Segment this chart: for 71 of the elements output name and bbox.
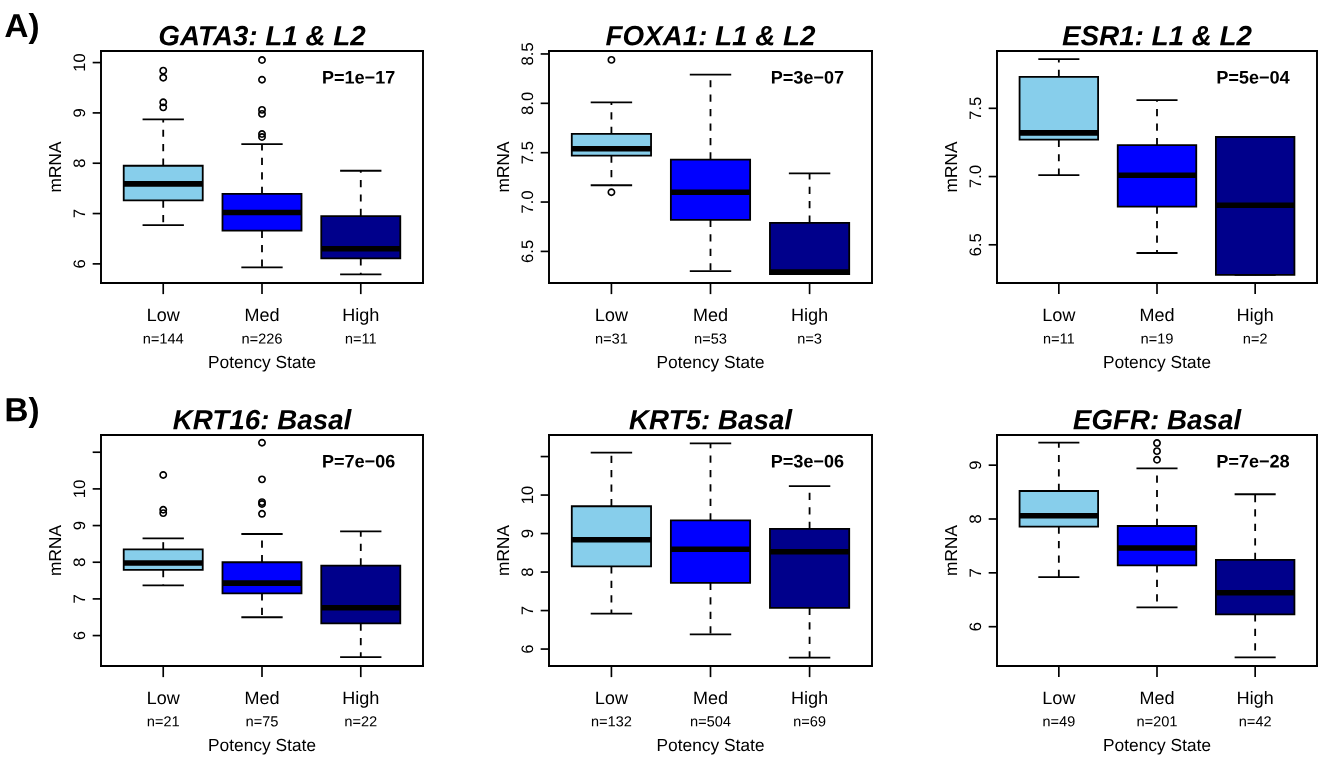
category-label: Med n=19 — [1140, 308, 1174, 344]
y-tick-label: 6.5 — [521, 240, 534, 263]
category-label: High n=2 — [1238, 308, 1273, 344]
y-tick-label: 8 — [521, 568, 534, 576]
y-axis-title: mRNA — [497, 141, 510, 192]
category-label: Low n=21 — [147, 691, 180, 727]
category-label: High n=22 — [343, 691, 379, 727]
y-axis-title: mRNA — [497, 524, 510, 575]
category-label: High n=69 — [792, 691, 827, 727]
y-tick-label: 6 — [521, 645, 534, 653]
chart-title: KRT5: Basal — [629, 409, 793, 430]
x-axis-title: Potency State — [209, 738, 316, 755]
y-axis-title: mRNA — [49, 524, 62, 575]
y-tick-label: 8 — [969, 515, 982, 523]
category-label: Med n=504 — [690, 691, 731, 727]
y-axis-title: mRNA — [49, 141, 62, 192]
y-tick-label: 9 — [73, 521, 86, 530]
chart-title: FOXA1: L1 & L2 — [606, 25, 816, 46]
x-axis-title: Potency State — [209, 355, 316, 372]
category-label: High n=3 — [792, 308, 827, 344]
annotation: P=3e−07 — [771, 70, 844, 84]
category-label: Low n=11 — [1043, 308, 1076, 344]
category-label: Low n=144 — [143, 308, 184, 344]
text: A) — [5, 12, 38, 45]
category-label: Med n=75 — [245, 691, 279, 727]
category-label: Low n=31 — [595, 308, 629, 344]
y-tick-label: 10 — [73, 53, 86, 71]
y-tick-label: 7 — [73, 595, 86, 603]
x-axis-title: Potency State — [657, 355, 764, 372]
y-tick-label: 8 — [73, 159, 86, 168]
y-tick-label: 7.5 — [969, 97, 982, 120]
x-axis-title: Potency State — [1104, 738, 1211, 755]
y-tick-label: 7.5 — [521, 141, 534, 164]
y-tick-label: 7.0 — [969, 165, 982, 188]
y-axis-title: mRNA — [945, 524, 958, 575]
annotation: P=7e−28 — [1217, 454, 1290, 468]
chart-title: EGFR: Basal — [1073, 409, 1242, 430]
y-tick-label: 6 — [73, 259, 86, 268]
y-tick-label: 7 — [969, 569, 982, 577]
category-label: Med n=226 — [242, 308, 282, 344]
annotation: P=1e−17 — [323, 71, 395, 84]
annotation: P=3e−06 — [771, 454, 844, 468]
y-tick-label: 10 — [521, 486, 534, 504]
y-tick-label: 9 — [521, 529, 534, 538]
chart-title: GATA3: L1 & L2 — [159, 25, 366, 46]
annotation: P=7e−06 — [323, 454, 395, 468]
y-tick-label: 10 — [73, 480, 86, 497]
y-tick-label: 8.5 — [521, 43, 534, 65]
y-tick-label: 7.0 — [521, 191, 534, 213]
category-label: Med n=53 — [694, 308, 727, 344]
y-tick-label: 7 — [521, 606, 534, 615]
category-label: Med n=201 — [1137, 691, 1177, 727]
y-tick-label: 6.5 — [969, 233, 982, 256]
y-tick-label: 9 — [73, 109, 86, 117]
chart-title: KRT16: Basal — [173, 409, 352, 430]
x-axis-title: Potency State — [1104, 355, 1211, 372]
category-label: Low n=132 — [591, 691, 632, 727]
category-label: High n=42 — [1238, 691, 1273, 727]
y-tick-label: 7 — [73, 209, 86, 218]
y-tick-label: 9 — [969, 461, 982, 470]
y-tick-label: 6 — [73, 631, 86, 640]
y-axis-title: mRNA — [945, 141, 958, 192]
y-tick-label: 6 — [969, 622, 982, 631]
y-tick-label: 8 — [73, 558, 86, 567]
chart-title: ESR1: L1 & L2 — [1062, 25, 1252, 46]
text: B) — [6, 397, 38, 429]
y-tick-label: 8.0 — [521, 92, 534, 115]
x-axis-title: Potency State — [657, 738, 764, 755]
annotation: P=5e−04 — [1217, 70, 1290, 84]
category-label: Low n=49 — [1043, 691, 1076, 727]
category-label: High n=11 — [343, 308, 379, 344]
